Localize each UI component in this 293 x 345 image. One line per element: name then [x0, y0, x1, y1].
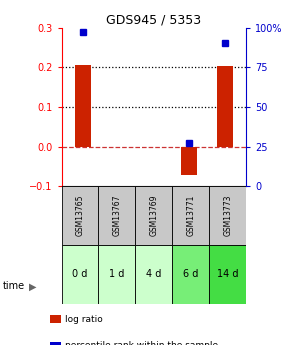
Text: GSM13769: GSM13769 — [149, 195, 158, 236]
Text: GSM13767: GSM13767 — [113, 195, 121, 236]
Text: 4 d: 4 d — [146, 269, 161, 279]
Bar — [62, 245, 98, 304]
Text: time: time — [3, 282, 25, 291]
Bar — [209, 245, 246, 304]
Bar — [209, 186, 246, 245]
Bar — [172, 245, 209, 304]
Bar — [50, 315, 61, 323]
Bar — [98, 186, 135, 245]
Bar — [181, 147, 197, 175]
Bar — [135, 245, 172, 304]
Text: GSM13771: GSM13771 — [186, 195, 195, 236]
Bar — [62, 186, 98, 245]
Bar — [135, 186, 172, 245]
Text: 0 d: 0 d — [72, 269, 88, 279]
Bar — [50, 342, 61, 345]
Bar — [75, 65, 91, 147]
Text: 1 d: 1 d — [109, 269, 125, 279]
Bar — [217, 67, 233, 147]
Text: 14 d: 14 d — [217, 269, 239, 279]
Text: percentile rank within the sample: percentile rank within the sample — [64, 341, 218, 345]
Title: GDS945 / 5353: GDS945 / 5353 — [106, 13, 201, 27]
Text: GSM13765: GSM13765 — [76, 195, 84, 236]
Bar — [172, 186, 209, 245]
Text: log ratio: log ratio — [64, 315, 102, 324]
Text: 6 d: 6 d — [183, 269, 198, 279]
Text: ▶: ▶ — [29, 282, 37, 291]
Bar — [98, 245, 135, 304]
Text: GSM13773: GSM13773 — [223, 195, 232, 236]
